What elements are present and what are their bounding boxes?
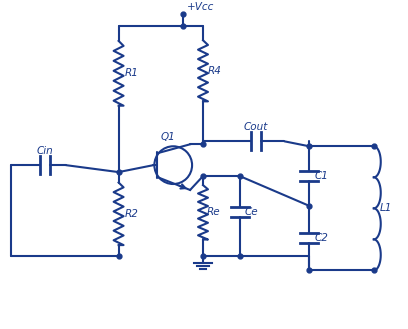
Text: L1: L1 bbox=[380, 203, 392, 213]
Text: Q1: Q1 bbox=[161, 132, 175, 142]
Text: C2: C2 bbox=[314, 233, 328, 243]
Text: C1: C1 bbox=[314, 171, 328, 181]
Text: Re: Re bbox=[207, 207, 221, 217]
Text: Cin: Cin bbox=[36, 146, 53, 156]
Text: R4: R4 bbox=[208, 66, 222, 76]
Text: R1: R1 bbox=[124, 68, 138, 78]
Text: +Vcc: +Vcc bbox=[187, 2, 215, 12]
Text: R2: R2 bbox=[124, 209, 138, 219]
Text: Cout: Cout bbox=[244, 122, 268, 132]
Text: Ce: Ce bbox=[245, 207, 258, 217]
